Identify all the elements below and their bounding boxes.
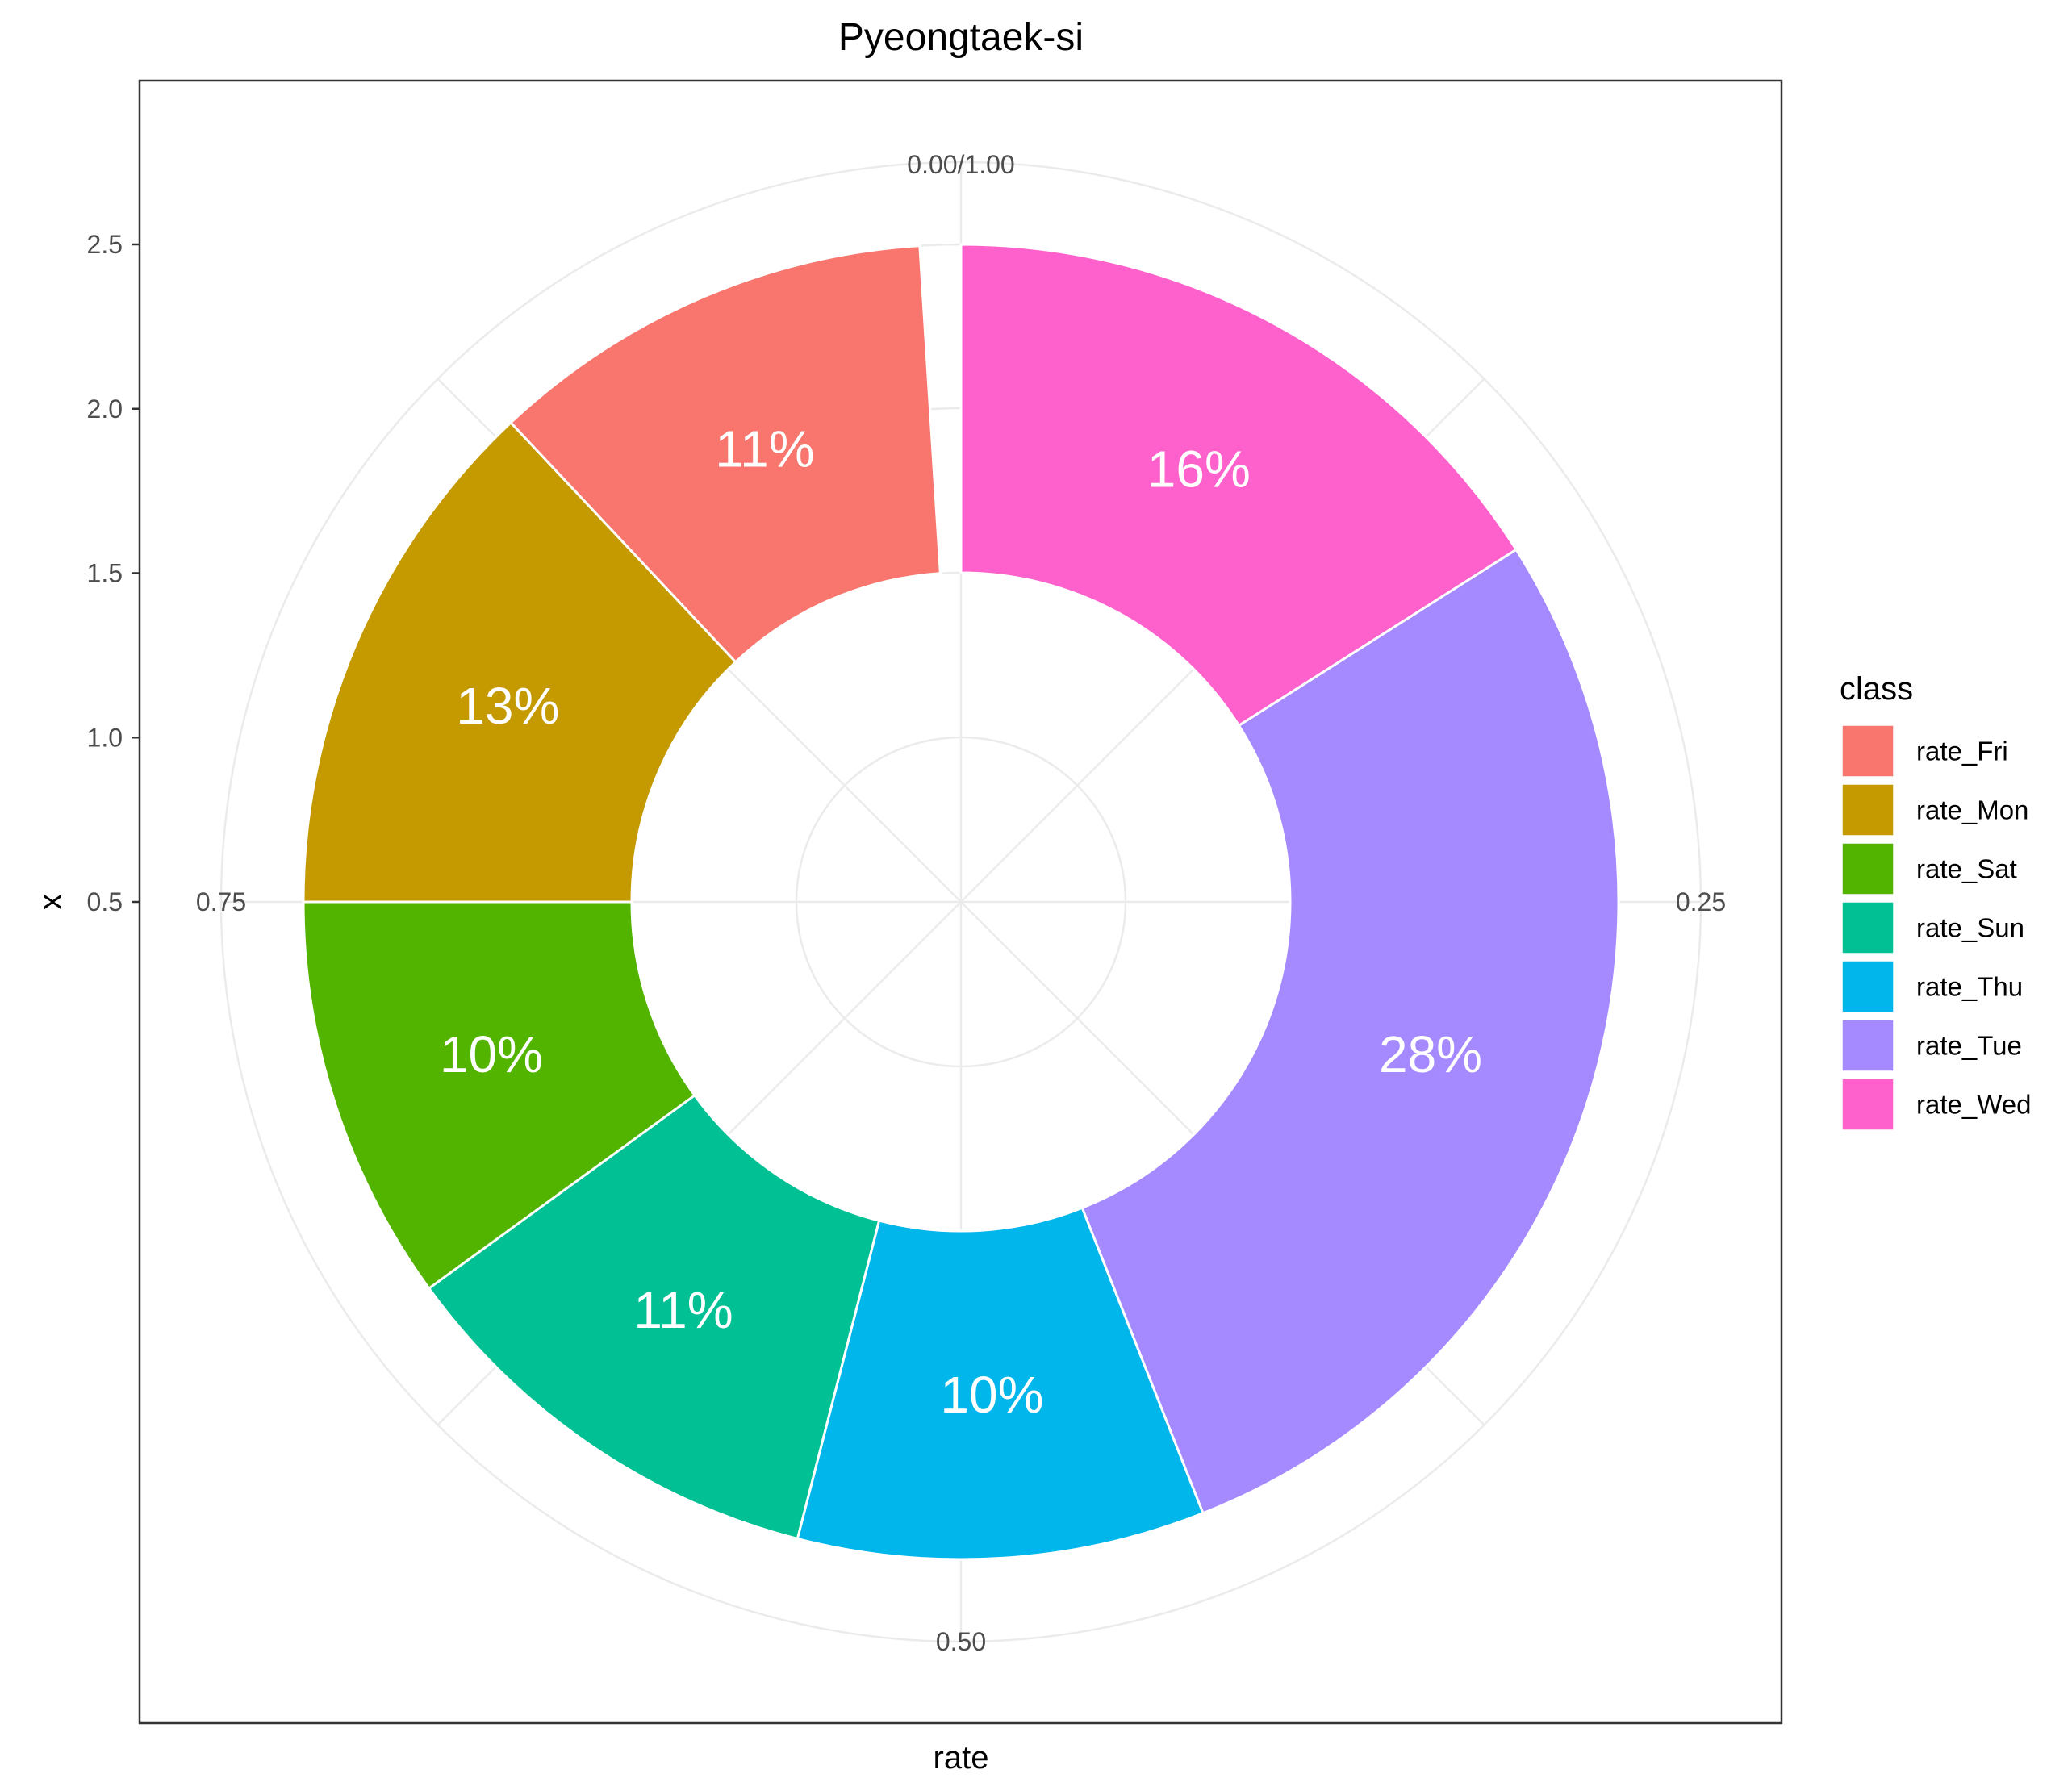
slice-label-rate_Thu: 10% <box>940 1366 1043 1424</box>
slice-rate_Mon <box>302 420 737 904</box>
legend: class rate_Frirate_Monrate_Satrate_Sunra… <box>1840 671 2031 1131</box>
legend-key-rate_Sat <box>1841 842 1894 895</box>
legend-label-rate_Wed: rate_Wed <box>1916 1090 2031 1120</box>
legend-key-rate_Fri <box>1841 724 1894 778</box>
slice-rate_Sat <box>302 900 697 1291</box>
slice-label-rate_Tue: 28% <box>1379 1025 1482 1083</box>
y-tick-label: 1.5 <box>87 559 123 588</box>
donut-slices <box>302 243 1620 1561</box>
y-axis: 0.5 1.0 1.5 2.0 2.5 <box>87 230 140 916</box>
slice-label-rate_Sun: 11% <box>633 1281 733 1339</box>
legend-label-rate_Sat: rate_Sat <box>1916 854 2017 884</box>
slice-rate_Sun <box>427 1093 881 1541</box>
angle-tick-label-left: 0.75 <box>196 887 246 916</box>
legend-key-rate_Wed <box>1841 1078 1894 1131</box>
y-tick-label: 1.0 <box>87 723 123 752</box>
legend-label-rate_Sun: rate_Sun <box>1916 913 2024 943</box>
chart-title: Pyeongtaek-si <box>838 16 1084 59</box>
y-tick-label: 2.0 <box>87 394 123 424</box>
legend-label-rate_Thu: rate_Thu <box>1916 972 2023 1002</box>
legend-label-rate_Fri: rate_Fri <box>1916 737 2008 766</box>
legend-key-rate_Mon <box>1841 783 1894 837</box>
slice-rate_Wed <box>959 243 1518 728</box>
legend-key-rate_Thu <box>1841 960 1894 1013</box>
x-axis-title: rate <box>934 1740 989 1776</box>
slice-rate_Tue <box>1080 548 1620 1515</box>
legend-items: rate_Fri rate_Mon rate_Sat rate_Sun rate_Thu… <box>1841 724 2031 1131</box>
legend-label-rate_Mon: rate_Mon <box>1916 795 2028 825</box>
y-axis-title: x <box>33 894 69 910</box>
y-tick-label: 2.5 <box>87 230 123 259</box>
legend-label-rate_Tue: rate_Tue <box>1916 1031 2022 1061</box>
slice-label-rate_Wed: 16% <box>1147 440 1251 499</box>
slice-label-rate_Fri: 11% <box>715 419 814 478</box>
angle-tick-label-top: 0.00/1.00 <box>907 150 1014 179</box>
angle-tick-label-bottom: 0.50 <box>936 1627 986 1656</box>
y-tick-label: 0.5 <box>87 887 123 916</box>
slice-label-rate_Mon: 13% <box>456 677 559 735</box>
angle-tick-label-right: 0.25 <box>1676 887 1726 916</box>
legend-title: class <box>1840 671 1913 707</box>
legend-key-rate_Tue <box>1841 1019 1894 1072</box>
legend-key-rate_Sun <box>1841 901 1894 954</box>
slice-labels: 16% 28% 10% 11% 10% 13% 11% <box>440 419 1482 1423</box>
slice-label-rate_Sat: 10% <box>440 1025 543 1083</box>
slice-rate_Thu <box>796 1206 1205 1561</box>
slice-rate_Fri <box>508 244 942 664</box>
